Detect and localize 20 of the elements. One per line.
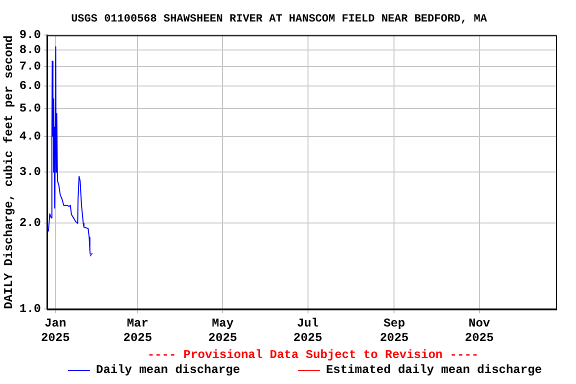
text: ---- Provisional Data Subject to Revision ----: [146, 348, 480, 362]
x-tick-label: Sep 2025: [380, 316, 409, 345]
y-tick-label: 8.0: [19, 42, 42, 57]
x-tick-label: Mar 2025: [123, 316, 152, 345]
y-tick-label: 9.0: [19, 28, 42, 42]
y-tick-label: 4.0: [19, 129, 42, 144]
legend-label: Daily mean discharge: [96, 362, 240, 378]
y-axis-title: DAILY Discharge, cubic feet per second: [2, 35, 16, 310]
y-tick-label: 7.0: [19, 60, 42, 74]
y-tick-label: 2.0: [19, 216, 42, 230]
x-tick-label: Jul 2025: [293, 316, 322, 345]
chart-title: USGS 01100568 SHAWSHEEN RIVER AT HANSCOM FIELD NEAR BEDFORD, MA: [71, 13, 488, 26]
y-tick-label: 6.0: [19, 78, 42, 93]
legend-label: Estimated daily mean discharge: [326, 362, 542, 378]
x-tick-label: Nov 2025: [464, 316, 494, 345]
y-tick-label: 5.0: [19, 102, 42, 116]
y-tick-label: 1.0: [19, 302, 42, 316]
x-tick-label: Jan 2025: [40, 316, 70, 345]
x-tick-label: May 2025: [208, 316, 238, 345]
y-tick-label: 3.0: [19, 165, 42, 180]
